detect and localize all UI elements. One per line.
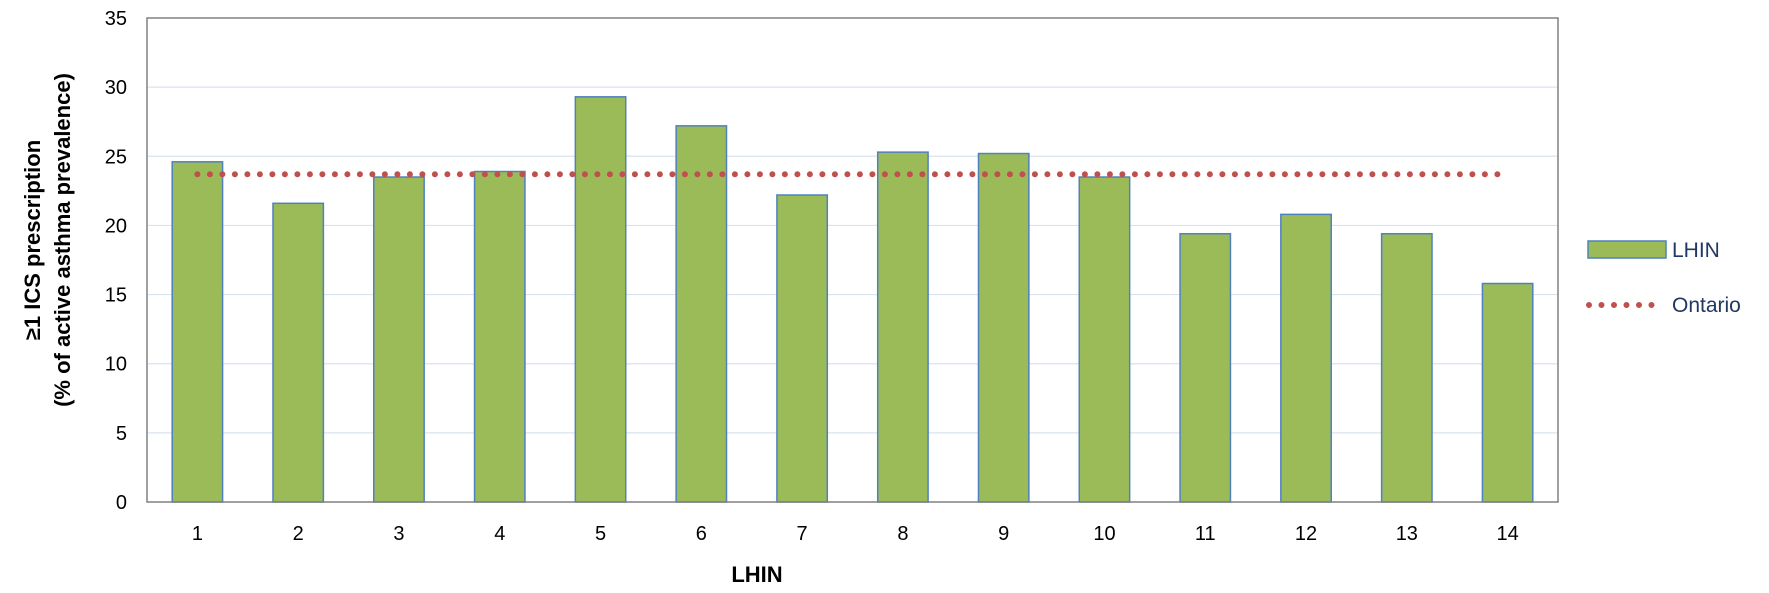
x-tick-label: 10 [1093, 523, 1115, 545]
bar [272, 202, 325, 503]
x-tick-label: 11 [1195, 523, 1216, 545]
x-tick-label: 2 [293, 523, 304, 545]
y-tick-label: 20 [105, 215, 127, 237]
y-axis-tick-labels: 0 5 10 15 20 25 30 35 [105, 8, 127, 514]
bar [473, 170, 526, 503]
y-tick-label: 5 [116, 423, 127, 445]
legend-label-lhin: LHIN [1672, 239, 1720, 262]
x-tick-label: 1 [192, 523, 203, 545]
x-axis-title: LHIN [731, 562, 782, 587]
x-tick-label: 4 [494, 523, 505, 545]
x-tick-label: 3 [393, 523, 404, 545]
bar [1380, 232, 1433, 503]
bar-series-lhin [171, 96, 1534, 503]
bar [1179, 232, 1232, 503]
x-tick-label: 7 [797, 523, 808, 545]
x-tick-label: 8 [897, 523, 908, 545]
bar [1280, 213, 1332, 503]
bar [574, 96, 627, 503]
legend-item-lhin: LHIN [1587, 239, 1720, 262]
x-tick-label: 5 [595, 523, 606, 545]
bar [675, 125, 728, 503]
bar [1481, 282, 1534, 503]
x-tick-label: 13 [1396, 523, 1418, 545]
bar [1078, 176, 1131, 503]
bar [977, 152, 1030, 503]
legend-swatch-lhin [1587, 240, 1667, 259]
x-tick-label: 12 [1295, 523, 1317, 545]
x-tick-label: 9 [998, 523, 1009, 545]
y-axis-title: ≥1 ICS prescription (% of active asthma … [20, 73, 75, 407]
y-tick-label: 30 [105, 77, 127, 99]
bar [776, 194, 829, 503]
legend: LHIN Ontario [1586, 239, 1741, 317]
y-tick-label: 15 [105, 285, 127, 307]
y-tick-label: 25 [105, 146, 127, 168]
y-tick-label: 0 [116, 492, 127, 514]
bar [876, 151, 929, 503]
legend-item-ontario: Ontario [1586, 294, 1741, 317]
x-axis-tick-labels: 1 2 3 4 5 6 7 8 9 10 11 12 13 14 [192, 523, 1519, 545]
plot-area-frame [146, 17, 1559, 503]
legend-label-ontario: Ontario [1672, 294, 1741, 317]
x-tick-label: 6 [696, 523, 707, 545]
x-tick-label: 14 [1496, 523, 1518, 545]
y-axis-title-line-2: (% of active asthma prevalence) [50, 73, 75, 407]
y-axis-title-line-1: ≥1 ICS prescription [20, 140, 45, 340]
bar [171, 161, 224, 503]
y-tick-label: 10 [105, 354, 127, 376]
y-tick-label: 35 [105, 8, 127, 30]
bar [373, 176, 425, 503]
gridlines [147, 86, 1558, 434]
